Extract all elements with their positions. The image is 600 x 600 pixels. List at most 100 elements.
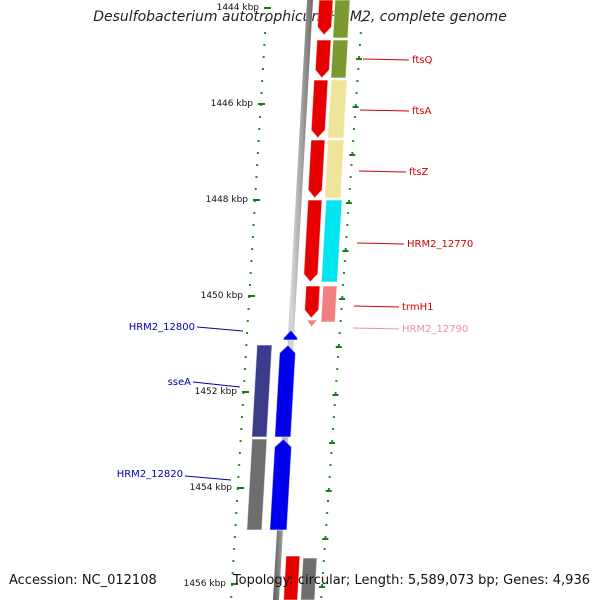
class-track-olive	[330, 39, 349, 79]
ruler-dot	[264, 20, 267, 22]
kbp-tick-label: 1446 kbp	[211, 99, 254, 109]
ruler-dot	[249, 272, 252, 274]
ruler-dot	[235, 512, 238, 514]
gene-label-ftsz: ftsZ	[409, 167, 428, 178]
ruler-dot	[356, 80, 359, 82]
ruler-dot	[247, 308, 250, 310]
minor-tick	[342, 250, 349, 252]
ruler-dot	[339, 320, 342, 322]
ruler-dot	[254, 188, 257, 190]
minor-tick	[352, 106, 359, 108]
forward-gene-arrow	[314, 39, 332, 79]
ruler-dot	[256, 164, 259, 166]
kbp-tick-label: 1444 kbp	[217, 3, 260, 13]
forward-gene-arrow	[303, 199, 323, 283]
ruler-dot	[253, 212, 256, 214]
forward-gene-arrow	[310, 79, 329, 139]
class-track-pink	[320, 285, 338, 323]
ruler-dot	[338, 332, 341, 334]
kbp-tick-label: 1454 kbp	[190, 483, 233, 493]
class-track-khaki	[324, 139, 345, 199]
ruler-dot	[321, 584, 324, 586]
ruler-dot	[345, 236, 348, 238]
gene-label-ftsa: ftsA	[412, 106, 431, 117]
ruler-dot	[351, 152, 354, 154]
kbp-tick	[258, 103, 265, 105]
ruler-dot	[264, 32, 267, 34]
feature-tracks	[246, 0, 351, 600]
ruler-dot	[262, 56, 265, 58]
label-leader-line	[353, 305, 400, 308]
kbp-tick-label: 1448 kbp	[206, 195, 249, 205]
ruler-dot	[239, 440, 242, 442]
ruler-dot	[257, 140, 260, 142]
minor-tick	[325, 490, 332, 492]
kbp-tick-label: 1452 kbp	[195, 387, 238, 397]
ruler-dot	[344, 248, 347, 250]
minor-tick	[335, 346, 342, 348]
ruler-dot	[261, 68, 264, 70]
ruler-dot	[355, 92, 358, 94]
ruler-dot	[231, 572, 234, 574]
label-leader-line	[356, 242, 405, 245]
ruler-dot	[357, 68, 360, 70]
ruler-dot	[350, 164, 353, 166]
ruler-dot	[232, 560, 235, 562]
ruler-dot	[332, 428, 335, 430]
forward-gene-arrow-small	[305, 317, 319, 328]
gene-label-trmh1: trmH1	[402, 302, 433, 313]
map-title: Desulfobacterium autotrophicum HRM2, com…	[93, 9, 507, 25]
ruler-dot	[238, 464, 241, 466]
forward-gene-arrow	[304, 285, 321, 319]
ruler-dot	[347, 212, 350, 214]
gene-label-ssea: sseA	[168, 377, 192, 388]
ruler-dot	[256, 152, 259, 154]
ruler-dot	[244, 356, 247, 358]
ruler-dot	[258, 128, 261, 130]
reverse-gene-arrow	[269, 438, 293, 531]
kbp-tick	[237, 487, 244, 489]
ruler-dots	[230, 20, 363, 598]
kbp-tick	[264, 7, 271, 9]
ruler-dot	[340, 308, 343, 310]
ruler-dot	[255, 176, 258, 178]
ruler-dot	[337, 344, 340, 346]
minor-tick	[355, 58, 362, 60]
ruler-dot	[259, 116, 262, 118]
ruler-dot	[240, 428, 243, 430]
label-leader-line	[362, 58, 410, 61]
ruler-dot	[236, 500, 238, 502]
ruler-dot	[359, 32, 362, 34]
ruler-dot	[324, 536, 327, 538]
class-track-khaki	[327, 79, 348, 139]
ruler-dot	[354, 104, 357, 106]
ruler-dot	[352, 140, 355, 142]
ruler-dot	[322, 560, 325, 562]
ruler-dot	[261, 80, 264, 82]
accession-text: Accession: NC_012108	[9, 573, 157, 588]
ruler-dot	[241, 416, 244, 418]
class-track-olive	[332, 0, 351, 39]
ruler-dot	[329, 464, 332, 466]
kbp-tick-label: 1456 kbp	[184, 579, 227, 589]
ruler-dot	[341, 296, 344, 298]
ruler-dot	[238, 452, 241, 454]
ruler-dot	[250, 260, 253, 262]
ruler-dot	[349, 176, 352, 178]
ruler-dot	[233, 548, 236, 550]
ruler-dot	[353, 128, 356, 130]
ruler-dot	[331, 440, 334, 442]
ruler-dot	[246, 332, 249, 334]
ruler-dot	[360, 20, 363, 22]
ruler-dot	[327, 500, 329, 502]
kbp-tick	[242, 391, 249, 393]
label-leader-line	[359, 109, 410, 112]
ruler-dot	[248, 284, 251, 286]
minor-tick	[329, 442, 336, 444]
gene-labels: ftsQ ftsA ftsZ HRM2_12770 trmH1 HRM2_12790 HRM…	[117, 55, 473, 481]
forward-gene-arrow	[316, 0, 334, 36]
ruler-ticks: 1444 kbp 1446 kbp 1448 kbp 1450 kbp 1452 kbp…	[184, 3, 362, 589]
ruler-dot	[334, 392, 337, 394]
ruler-dot	[342, 272, 345, 274]
